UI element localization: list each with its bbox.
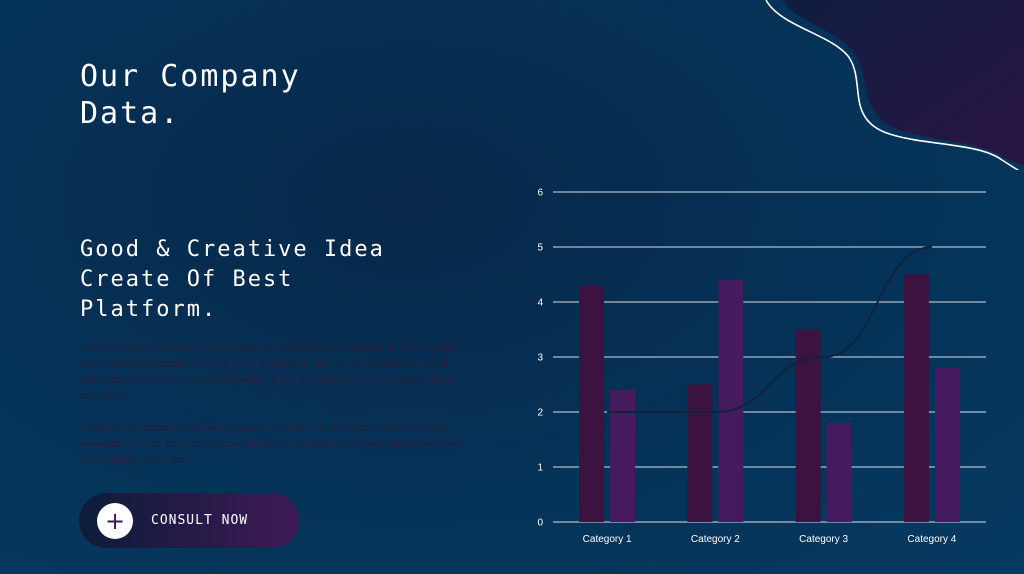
bar-series-1	[903, 274, 929, 522]
x-tick-label: Category 2	[691, 534, 740, 545]
x-tick-label: Category 3	[799, 534, 848, 545]
y-tick-label: 4	[537, 298, 543, 309]
bar-chart: 0 1 2 3 4 5 6 Category 1 Category 2 Category 3 Ca…	[537, 188, 986, 545]
decorative-blob	[765, 0, 1024, 170]
y-tick-label: 3	[537, 353, 543, 364]
bar-series-2	[934, 368, 960, 522]
x-tick-label: Category 1	[583, 534, 632, 545]
line-series	[607, 246, 932, 413]
bar-series-2	[610, 390, 636, 522]
y-tick-label: 5	[537, 243, 543, 254]
body-paragraph-2: variations of passages of Lorem Ipsum av…	[80, 422, 462, 466]
bar-series-2	[826, 423, 852, 522]
plus-icon: +	[97, 502, 133, 539]
page-subtitle: Good & Creative Idea Create Of Best Plat…	[80, 237, 385, 322]
consult-now-label: CONSULT NOW	[151, 513, 249, 528]
consult-now-button[interactable]: + CONSULT NOW	[79, 493, 299, 548]
bar-series-1	[687, 384, 713, 522]
y-tick-label: 1	[537, 463, 543, 474]
bar-series-1	[579, 285, 605, 522]
page-title: Our Company Data.	[80, 59, 301, 131]
y-tick-label: 0	[537, 518, 543, 529]
body-paragraph-1: There are many variations of passages of…	[80, 342, 460, 402]
x-tick-label: Category 4	[907, 534, 956, 545]
bar-series-2	[718, 280, 744, 522]
y-tick-label: 2	[537, 408, 543, 419]
y-tick-label: 6	[537, 188, 543, 199]
